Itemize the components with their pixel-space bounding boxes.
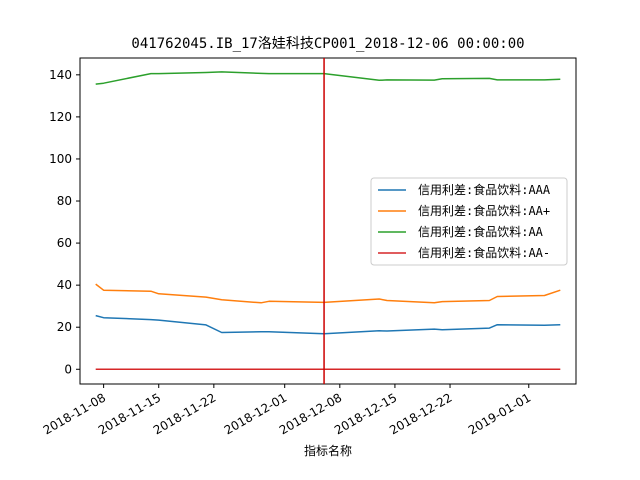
y-tick-label: 120 [49,110,72,124]
y-tick-label: 40 [57,278,72,292]
y-axis: 0 20 40 60 80 100 120 140 [49,68,80,376]
legend: 信用利差:食品饮料:AAA 信用利差:食品饮料:AA+ 信用利差:食品饮料:AA 信用… [370,177,568,266]
legend-label: 信用利差:食品饮料:AA- [418,245,550,260]
y-tick-label: 100 [49,152,72,166]
legend-label: 信用利差:食品饮料:AAA [418,182,551,197]
x-axis-label: 指标名称 [304,443,352,458]
y-tick-label: 80 [57,194,72,208]
y-tick-label: 60 [57,236,72,250]
axes-frame [79,57,577,385]
legend-label: 信用利差:食品饮料:AA [418,224,544,239]
chart-title: 041762045.IB_17洛娃科技CP001_2018-12-06 00:0… [131,36,524,52]
y-tick-label: 20 [57,320,72,334]
legend-label: 信用利差:食品饮料:AA+ [418,203,550,218]
legend-box [370,177,568,266]
y-tick-label: 140 [49,68,72,82]
y-tick-label: 0 [64,362,72,376]
